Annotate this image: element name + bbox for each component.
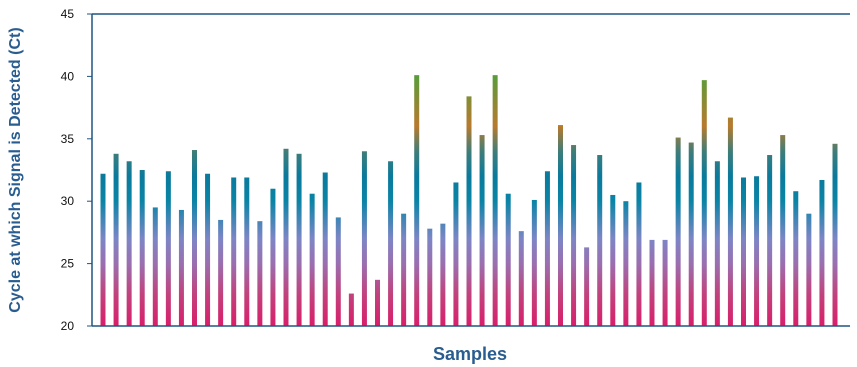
bar-sample-40: [610, 194, 616, 326]
bar-sample-50: [741, 177, 746, 326]
bar-sample-37: [571, 145, 577, 326]
bar-sample-5: [152, 207, 158, 326]
y-tick-label: 25: [61, 257, 75, 271]
bar-sample-22: [375, 279, 380, 326]
bar-sample-34: [531, 199, 537, 326]
y-tick-label: 35: [61, 132, 75, 146]
bar-sample-39: [597, 155, 603, 326]
bar-sample-47: [701, 80, 707, 326]
bar-sample-13: [257, 221, 263, 326]
y-tick-label: 40: [61, 69, 75, 83]
bar-sample-23: [388, 161, 394, 326]
bars-group: [100, 75, 838, 327]
bar-sample-26: [427, 228, 433, 326]
bar-sample-27: [440, 223, 446, 326]
bar-sample-19: [335, 217, 341, 326]
bar-sample-11: [231, 177, 237, 326]
bar-sample-29: [466, 96, 472, 327]
bar-sample-57: [832, 143, 838, 326]
bar-sample-17: [309, 193, 315, 326]
y-tick-label: 20: [61, 319, 75, 333]
bar-sample-6: [165, 171, 171, 326]
bar-sample-7: [178, 209, 184, 326]
bar-sample-31: [492, 75, 498, 327]
bar-sample-4: [139, 170, 145, 326]
bar-sample-49: [727, 117, 733, 326]
bar-sample-2: [113, 153, 119, 326]
bar-sample-38: [584, 247, 590, 326]
bar-sample-56: [819, 179, 825, 326]
y-axis-title: Cycle at which Signal is Detected (Ct): [7, 27, 24, 312]
bar-sample-33: [518, 231, 524, 326]
y-tick-label: 45: [61, 7, 75, 21]
y-tick-label: 30: [61, 194, 75, 208]
bar-sample-1: [100, 173, 106, 326]
bar-sample-18: [322, 172, 328, 326]
bar-sample-54: [793, 191, 799, 326]
bar-sample-44: [662, 239, 668, 326]
bar-sample-53: [780, 135, 786, 326]
bar-sample-20: [348, 293, 354, 326]
bar-sample-46: [688, 142, 694, 326]
bar-sample-21: [361, 151, 367, 326]
bar-sample-35: [544, 171, 550, 326]
bar-sample-3: [126, 161, 132, 326]
bar-sample-30: [479, 135, 485, 326]
bar-sample-16: [296, 153, 302, 326]
bar-sample-45: [675, 137, 681, 326]
bar-sample-36: [558, 125, 563, 326]
bar-sample-42: [636, 182, 642, 326]
bar-sample-43: [649, 239, 655, 326]
bar-sample-55: [806, 213, 812, 326]
bar-sample-25: [414, 75, 420, 327]
y-axis-ticks: 20 25 30 35 40 45: [61, 7, 92, 333]
bar-sample-8: [192, 150, 197, 326]
bar-sample-52: [767, 155, 773, 326]
bar-sample-14: [270, 188, 276, 326]
bar-sample-48: [714, 161, 720, 326]
bar-sample-32: [505, 193, 511, 326]
bar-sample-41: [623, 201, 629, 326]
bar-sample-12: [244, 177, 250, 326]
bar-sample-24: [401, 213, 407, 326]
bar-sample-51: [754, 176, 760, 326]
bar-sample-28: [453, 182, 459, 326]
bar-sample-10: [218, 219, 224, 326]
x-axis-title: Samples: [433, 344, 507, 364]
bar-sample-15: [283, 148, 289, 326]
bar-sample-9: [205, 173, 211, 326]
